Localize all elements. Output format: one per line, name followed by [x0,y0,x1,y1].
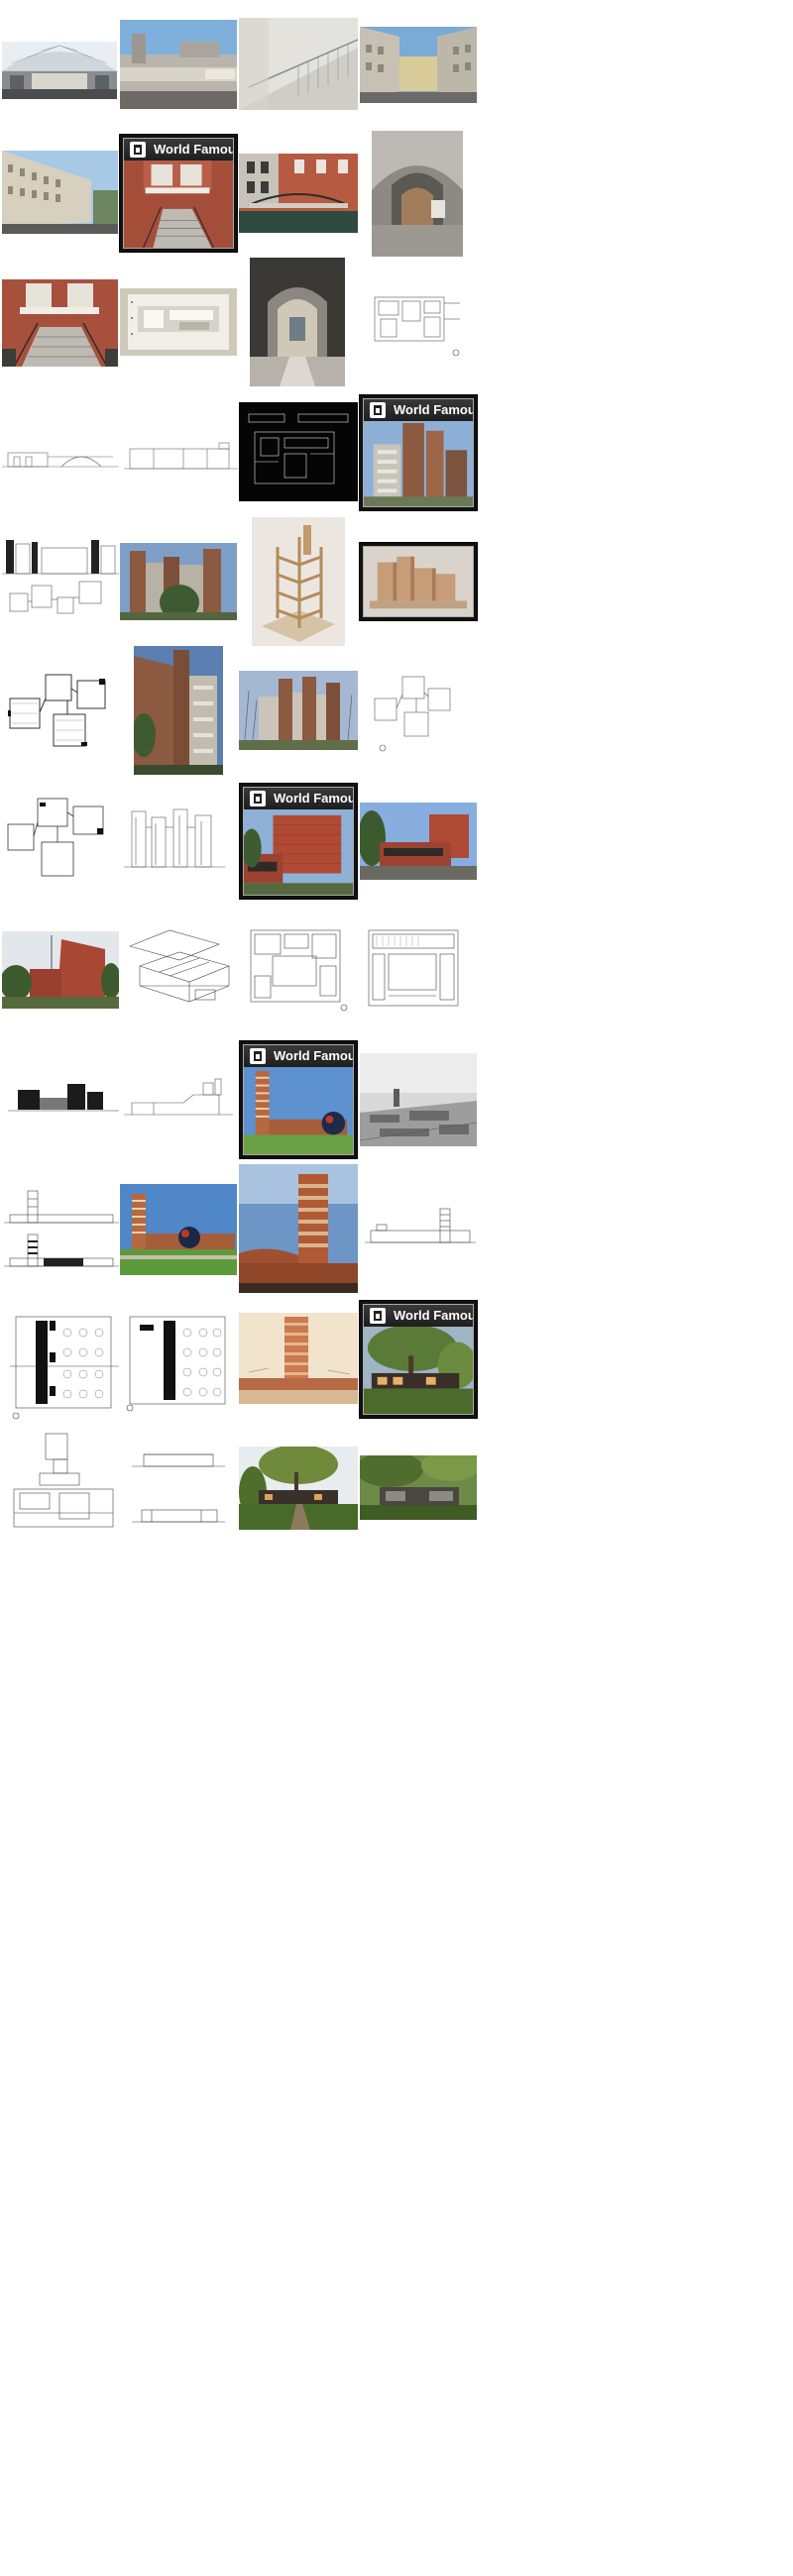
photo-tower-lawn-sphere[interactable] [120,1184,237,1275]
drawing-plan-on-black[interactable] [239,402,358,501]
watermark-title: World Famous Architecture [274,1048,353,1063]
drawing-house-elevations[interactable] [132,1449,225,1528]
model-white-section[interactable] [120,288,237,356]
watermark-photo-house-tree[interactable]: World Famous Architecture [359,1300,478,1419]
watermark-banner: World Famous Architecture [244,1045,353,1067]
watermark-title: World Famous Architecture [274,791,353,805]
drawing-floor-plan-b[interactable] [365,926,464,1016]
photo-brick-cubic-wide[interactable] [360,803,477,880]
photo-glass-roof-hall[interactable] [2,42,117,99]
photo-canal-bridge[interactable] [239,154,358,233]
photo-tower-sky[interactable] [239,1164,358,1293]
photo-staircase-handrail[interactable] [239,18,358,110]
photo-building-cornice[interactable] [120,20,237,109]
building-logo-icon [130,142,146,158]
watermark-title: World Famous Architecture [154,142,233,157]
watermark-photo-brick-stair[interactable]: World Famous Architecture [119,134,238,253]
watermark-banner: World Famous Architecture [364,399,473,421]
photo-arched-doorway[interactable] [372,131,463,257]
drawing-cluster-plan-b[interactable] [2,793,119,886]
watermark-banner: World Famous Architecture [244,788,353,809]
photo-brick-building-trees[interactable] [2,931,119,1009]
drawing-cluster-plan-small[interactable] [369,669,464,756]
drawing-column-grid-plan-b[interactable] [124,1313,229,1412]
photo-brick-stair-entrance[interactable] [2,279,118,367]
drawing-section-long[interactable] [124,439,238,473]
watermark-banner: World Famous Architecture [124,139,233,161]
watermark-title: World Famous Architecture [394,1308,473,1323]
drawing-house-plan[interactable] [10,1432,119,1531]
building-logo-icon [250,791,266,806]
drawing-axonometric[interactable] [120,926,237,1012]
drawing-cluster-plan[interactable] [2,659,119,760]
drawing-elevation-bridge[interactable] [2,439,119,471]
photo-towers-winter[interactable] [239,671,358,750]
drawing-elevation-dark-mass[interactable] [8,1078,119,1118]
drawing-tower-elevation-long[interactable] [365,1207,476,1248]
building-logo-icon [370,1308,386,1324]
model-massing[interactable] [359,542,478,621]
watermark-photo-research-tower[interactable]: World Famous Architecture [239,1040,358,1159]
watermark-title: World Famous Architecture [394,402,473,417]
photo-street-building[interactable] [2,151,118,234]
photo-aerial-bw[interactable] [360,1053,477,1146]
photo-street-facades[interactable] [360,27,477,103]
drawing-elevation-towers-plan[interactable] [2,538,119,625]
watermark-photo-brick-cubic[interactable]: World Famous Architecture [239,783,358,900]
drawing-elevation-vertical[interactable] [124,807,225,871]
drawing-site-plan[interactable] [365,289,464,359]
drawing-column-grid-plan-a[interactable] [10,1313,119,1420]
watermark-photo-brick-towers[interactable]: World Famous Architecture [359,394,478,511]
model-timber-frame[interactable] [252,517,345,646]
photo-tower-close[interactable] [134,646,223,775]
photo-house-tree-garden[interactable] [239,1447,358,1530]
building-logo-icon [250,1048,266,1064]
photo-arched-passage[interactable] [250,258,345,386]
drawing-floor-plan-a[interactable] [247,926,350,1014]
drawing-section-small[interactable] [124,1075,233,1121]
watermark-banner: World Famous Architecture [364,1305,473,1327]
photo-tower-rendering-sepia[interactable] [239,1313,358,1404]
photo-house-trees[interactable] [360,1455,477,1520]
drawing-tower-elevations[interactable] [4,1187,119,1272]
building-logo-icon [370,402,386,418]
photo-brick-towers-trees[interactable] [120,543,237,620]
